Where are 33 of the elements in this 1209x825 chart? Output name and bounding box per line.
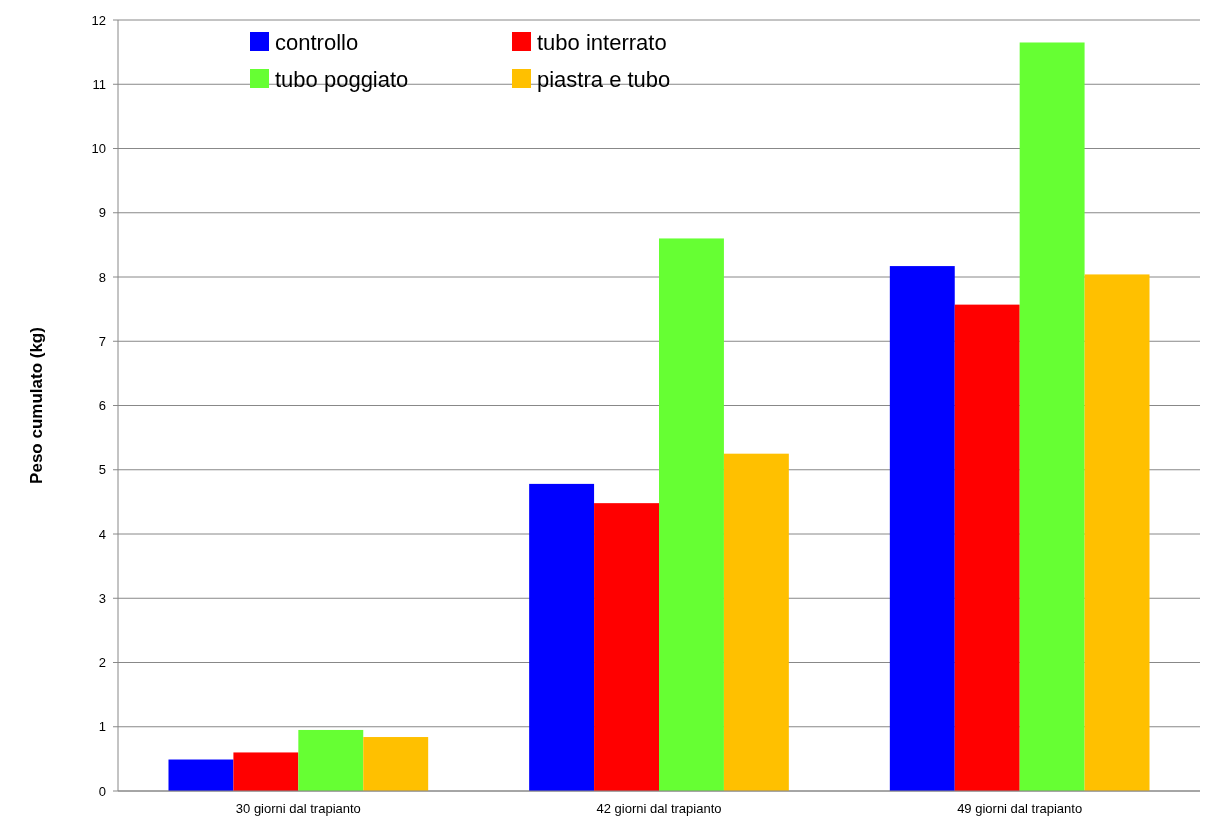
- bar: [529, 483, 595, 791]
- y-tick-label: 8: [98, 269, 106, 285]
- bar: [233, 752, 299, 791]
- bar: [594, 503, 659, 791]
- y-tick-label: 1: [98, 719, 106, 735]
- bar: [168, 759, 234, 791]
- bar: [363, 737, 429, 791]
- x-tick-label: 49 giorni dal trapianto: [957, 801, 1083, 816]
- legend-label: controllo: [275, 29, 359, 55]
- y-tick-label: 11: [92, 76, 106, 92]
- y-tick-label: 4: [98, 526, 106, 542]
- y-tick-label: 9: [98, 205, 106, 221]
- y-tick-label: 6: [98, 398, 106, 414]
- legend-label: piastra e tubo: [537, 66, 671, 92]
- bar: [659, 238, 724, 791]
- bar: [1019, 42, 1085, 791]
- y-tick-label: 12: [91, 12, 106, 28]
- legend-label: tubo poggiato: [275, 66, 409, 92]
- y-axis-title: Peso cumulato (kg): [27, 327, 46, 484]
- y-tick-label: 7: [98, 333, 106, 349]
- bar: [723, 453, 789, 791]
- bar: [889, 266, 955, 791]
- y-tick-label: 2: [98, 655, 106, 671]
- x-tick-label: 42 giorni dal trapianto: [596, 801, 722, 816]
- y-tick-label: 5: [98, 462, 106, 478]
- x-tick-label: 30 giorni dal trapianto: [235, 801, 361, 816]
- y-tick-label: 0: [98, 783, 106, 799]
- legend-label: tubo interrato: [537, 29, 667, 55]
- bar: [298, 729, 364, 791]
- bar: [1084, 274, 1150, 791]
- y-tick-label: 3: [98, 590, 106, 606]
- bar: [954, 304, 1020, 791]
- y-tick-label: 10: [91, 141, 106, 157]
